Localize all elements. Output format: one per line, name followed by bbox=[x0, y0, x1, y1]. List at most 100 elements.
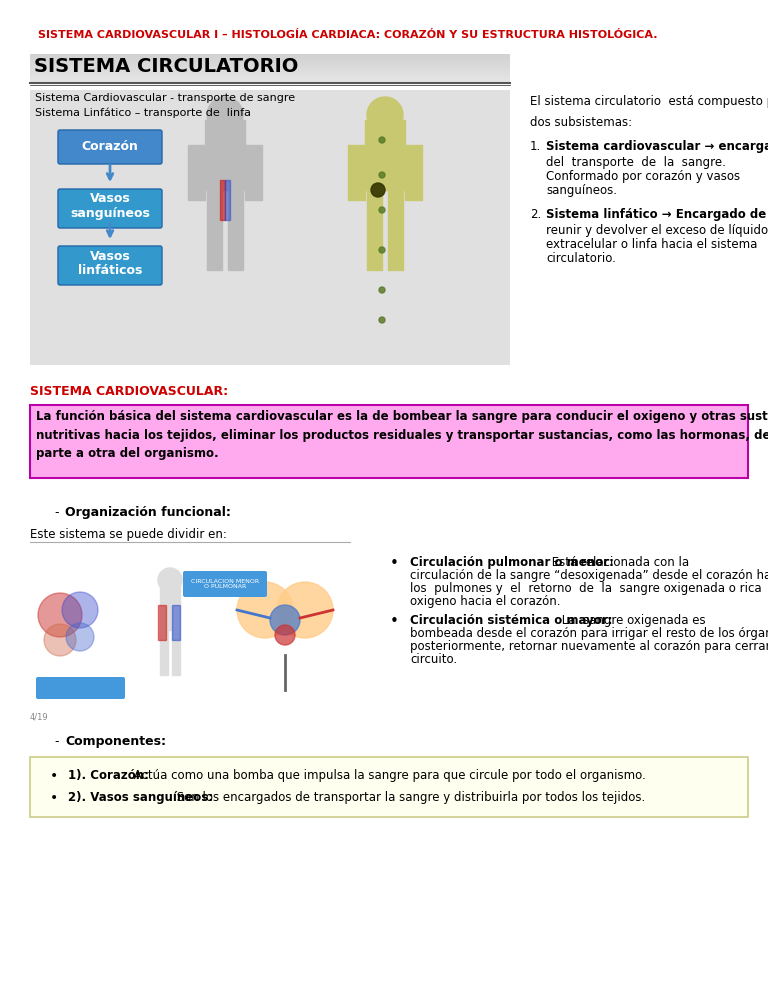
Text: Está relacionada con la: Está relacionada con la bbox=[548, 556, 689, 569]
Text: Corazón: Corazón bbox=[81, 140, 138, 153]
Text: Son los encargados de transportar la sangre y distribuirla por todos los tejidos: Son los encargados de transportar la san… bbox=[173, 791, 645, 804]
Circle shape bbox=[66, 623, 94, 651]
Bar bbox=[30, 75, 510, 76]
Bar bbox=[30, 58, 510, 59]
Circle shape bbox=[379, 207, 385, 213]
Text: Sistema Cardiovascular - transporte de sangre: Sistema Cardiovascular - transporte de s… bbox=[35, 93, 295, 103]
Bar bbox=[160, 630, 168, 675]
Text: Sistema cardiovascular → encargado: Sistema cardiovascular → encargado bbox=[546, 140, 768, 153]
Bar bbox=[30, 71, 510, 72]
Text: 2). Vasos sanguíneos:: 2). Vasos sanguíneos: bbox=[68, 791, 214, 804]
Bar bbox=[30, 73, 510, 74]
Text: •: • bbox=[50, 791, 58, 805]
Bar bbox=[30, 56, 510, 57]
Circle shape bbox=[44, 624, 76, 656]
Text: los  pulmones y  el  retorno  de  la  sangre oxigenada o rica  en: los pulmones y el retorno de la sangre o… bbox=[410, 582, 768, 595]
FancyBboxPatch shape bbox=[58, 246, 162, 285]
Text: Vasos
linfáticos: Vasos linfáticos bbox=[78, 249, 142, 277]
Text: CIRCULACION MENOR
O PULMONAR: CIRCULACION MENOR O PULMONAR bbox=[191, 579, 259, 589]
Bar bbox=[30, 77, 510, 78]
Circle shape bbox=[371, 183, 385, 197]
Bar bbox=[30, 67, 510, 68]
Text: sanguíneos.: sanguíneos. bbox=[546, 184, 617, 197]
Bar bbox=[30, 66, 510, 67]
Circle shape bbox=[379, 172, 385, 178]
Text: 2.: 2. bbox=[530, 208, 541, 221]
FancyBboxPatch shape bbox=[58, 189, 162, 228]
Bar bbox=[30, 57, 510, 58]
Bar bbox=[30, 54, 510, 55]
Text: •: • bbox=[50, 769, 58, 783]
FancyBboxPatch shape bbox=[58, 130, 162, 164]
Text: circuito.: circuito. bbox=[410, 653, 457, 666]
Text: •: • bbox=[390, 614, 399, 629]
Bar bbox=[365, 120, 405, 190]
Circle shape bbox=[158, 568, 182, 592]
Circle shape bbox=[237, 582, 293, 638]
Circle shape bbox=[379, 287, 385, 293]
Text: posteriormente, retornar nuevamente al corazón para cerrar el: posteriormente, retornar nuevamente al c… bbox=[410, 640, 768, 653]
Bar bbox=[30, 72, 510, 73]
Bar bbox=[30, 80, 510, 81]
Text: Conformado por corazón y vasos: Conformado por corazón y vasos bbox=[546, 170, 740, 183]
Bar bbox=[172, 605, 180, 640]
Text: circulación de la sangre “desoxigenada” desde el corazón hacia: circulación de la sangre “desoxigenada” … bbox=[410, 569, 768, 582]
Circle shape bbox=[277, 582, 333, 638]
Text: reunir y devolver el exceso de líquido: reunir y devolver el exceso de líquido bbox=[546, 224, 768, 237]
Bar bbox=[160, 585, 180, 630]
Bar bbox=[30, 81, 510, 82]
Text: extracelular o linfa hacia el sistema: extracelular o linfa hacia el sistema bbox=[546, 238, 757, 251]
Bar bbox=[225, 180, 230, 220]
Circle shape bbox=[38, 593, 82, 637]
Text: SISTEMA CIRCULATORIO: SISTEMA CIRCULATORIO bbox=[34, 57, 299, 76]
Text: del  transporte  de  la  sangre.: del transporte de la sangre. bbox=[546, 156, 726, 169]
Bar bbox=[30, 63, 510, 64]
Text: circulatorio.: circulatorio. bbox=[546, 252, 616, 265]
Bar bbox=[30, 405, 748, 478]
Bar bbox=[348, 145, 365, 200]
Bar bbox=[158, 605, 166, 640]
Text: Vasos
sanguíneos: Vasos sanguíneos bbox=[70, 193, 150, 221]
Circle shape bbox=[275, 625, 295, 645]
Text: •: • bbox=[390, 556, 399, 571]
Circle shape bbox=[270, 605, 300, 635]
Bar bbox=[207, 190, 222, 270]
Bar bbox=[30, 60, 510, 61]
Text: CIRCULACION MAYOR
O SISTEMICA: CIRCULACION MAYOR O SISTEMICA bbox=[47, 701, 114, 712]
Circle shape bbox=[379, 247, 385, 253]
Bar bbox=[30, 70, 510, 71]
Text: 4/19: 4/19 bbox=[30, 713, 48, 722]
Text: oxigeno hacia el corazón.: oxigeno hacia el corazón. bbox=[410, 595, 561, 608]
Bar bbox=[30, 59, 510, 60]
Bar bbox=[30, 76, 510, 77]
Text: SISTEMA CARDIOVASCULAR:: SISTEMA CARDIOVASCULAR: bbox=[30, 385, 228, 398]
Bar bbox=[30, 65, 510, 66]
Text: -: - bbox=[55, 735, 64, 748]
Text: Sistema linfático → Encargado de: Sistema linfático → Encargado de bbox=[546, 208, 766, 221]
Bar bbox=[30, 64, 510, 65]
Text: Este sistema se puede dividir en:: Este sistema se puede dividir en: bbox=[30, 528, 227, 541]
Bar bbox=[188, 145, 205, 200]
Bar bbox=[30, 61, 510, 62]
Bar bbox=[228, 190, 243, 270]
Bar bbox=[388, 190, 403, 270]
Text: bombeada desde el corazón para irrigar el resto de los órganos y: bombeada desde el corazón para irrigar e… bbox=[410, 627, 768, 640]
Bar bbox=[30, 79, 510, 80]
Bar bbox=[220, 180, 225, 220]
Bar bbox=[30, 55, 510, 56]
Bar bbox=[30, 68, 510, 69]
Text: 1). Corazón:: 1). Corazón: bbox=[68, 769, 149, 782]
Circle shape bbox=[207, 97, 243, 133]
FancyBboxPatch shape bbox=[36, 677, 125, 699]
Circle shape bbox=[379, 137, 385, 143]
Text: La función básica del sistema cardiovascular es la de bombear la sangre para con: La función básica del sistema cardiovasc… bbox=[36, 410, 768, 460]
Circle shape bbox=[379, 317, 385, 323]
Bar bbox=[172, 630, 180, 675]
Bar bbox=[405, 145, 422, 200]
Text: -: - bbox=[55, 506, 64, 519]
Bar bbox=[30, 69, 510, 70]
FancyBboxPatch shape bbox=[183, 571, 267, 597]
Circle shape bbox=[62, 592, 98, 628]
Bar bbox=[30, 90, 510, 365]
Text: El sistema circulatorio  está compuesto por
dos subsistemas:: El sistema circulatorio está compuesto p… bbox=[530, 95, 768, 129]
